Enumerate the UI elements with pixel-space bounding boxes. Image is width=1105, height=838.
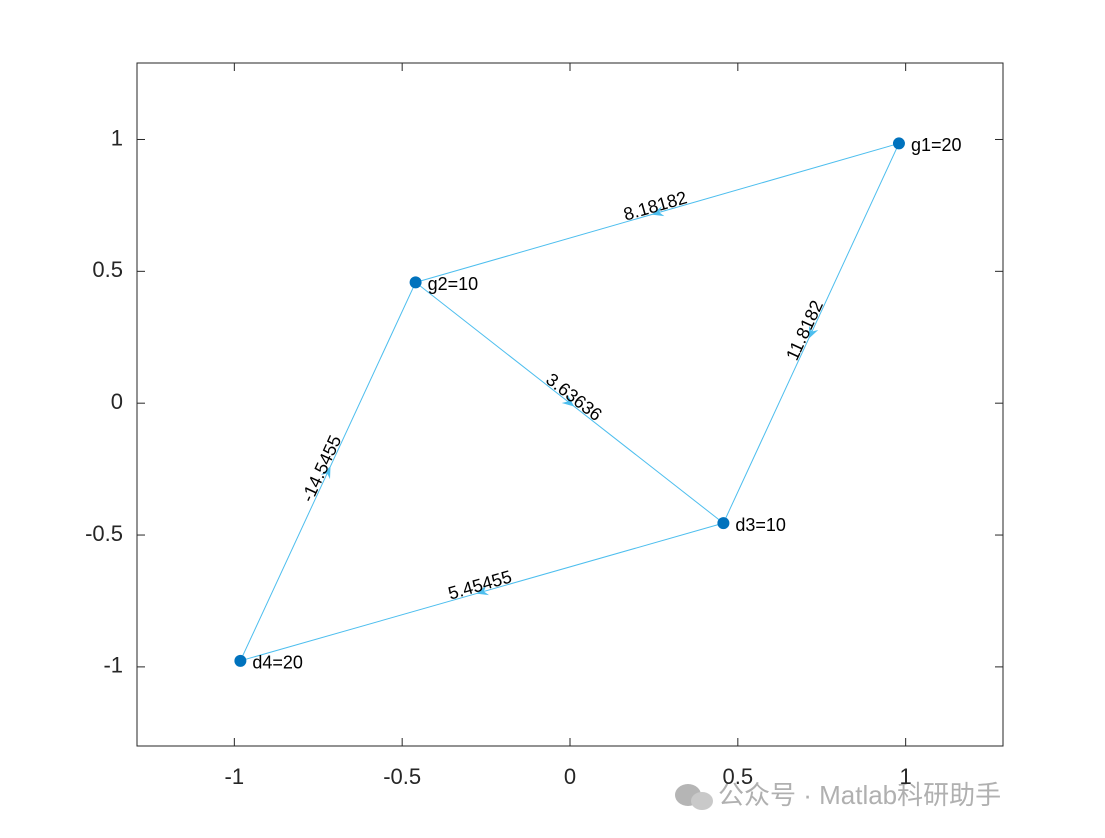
watermark-icon bbox=[675, 784, 713, 810]
y-tick-label: -1 bbox=[103, 653, 123, 678]
node-label: g1=20 bbox=[911, 135, 962, 155]
node bbox=[409, 276, 422, 289]
node bbox=[892, 137, 905, 150]
node bbox=[234, 654, 247, 667]
edge-arrow bbox=[561, 395, 575, 407]
node bbox=[717, 517, 730, 530]
y-tick-label: -0.5 bbox=[85, 521, 123, 546]
edge-arrow bbox=[808, 325, 819, 339]
x-tick-label: 0.5 bbox=[723, 764, 754, 789]
edge-arrow bbox=[651, 206, 665, 217]
edge-arrow bbox=[476, 585, 490, 596]
node-label: g2=10 bbox=[428, 274, 479, 294]
y-tick-label: 0.5 bbox=[92, 257, 123, 282]
node-label: d4=20 bbox=[252, 653, 303, 673]
y-tick-label: 1 bbox=[111, 125, 123, 150]
watermark: 公众号 · Matlab科研助手 bbox=[718, 780, 1001, 810]
x-tick-label: 0 bbox=[564, 764, 576, 789]
edge-arrow bbox=[320, 466, 331, 480]
x-tick-label: 1 bbox=[900, 764, 912, 789]
y-tick-label: 0 bbox=[111, 389, 123, 414]
x-tick-label: -1 bbox=[225, 764, 245, 789]
node-label: d3=10 bbox=[735, 515, 786, 535]
x-tick-label: -0.5 bbox=[383, 764, 421, 789]
